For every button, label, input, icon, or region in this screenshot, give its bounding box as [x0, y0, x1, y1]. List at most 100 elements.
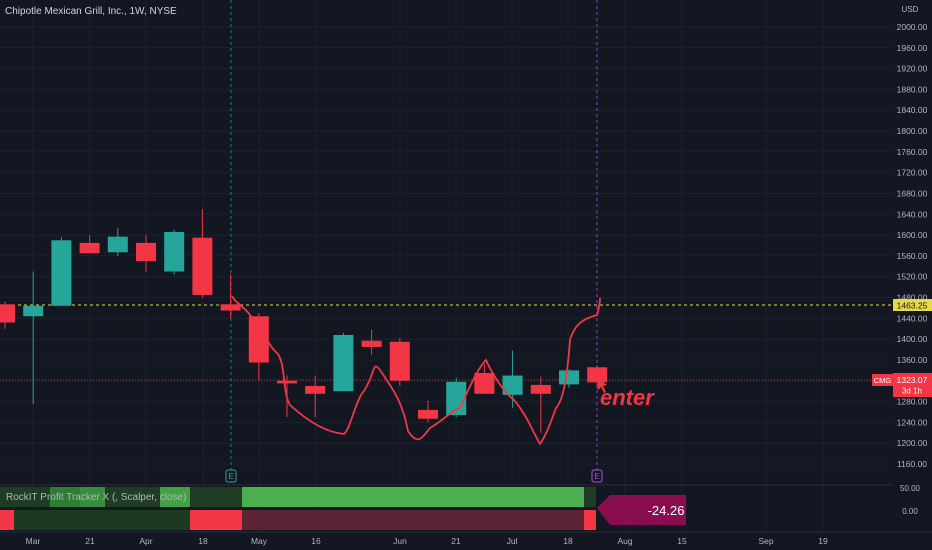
price-tick-label: 1920.00	[897, 64, 928, 74]
price-tick-label: 1560.00	[897, 251, 928, 261]
time-tick-label: Mar	[26, 536, 41, 546]
ticker-badge-label: CMG	[874, 376, 892, 385]
candle	[530, 376, 551, 433]
candle-body	[220, 304, 241, 311]
price-tick-label: 1840.00	[897, 105, 928, 115]
candle-body	[0, 304, 15, 323]
price-tick-label: 1160.00	[897, 459, 927, 469]
candle-body	[79, 242, 100, 254]
indicator-value-badge	[597, 495, 686, 525]
time-tick-label: 21	[85, 536, 95, 546]
candle	[418, 400, 438, 423]
candle-body	[277, 380, 297, 384]
indicator-title[interactable]: RockIT Profit Tracker X (, Scalper, clos…	[6, 492, 186, 503]
price-tick-label: 1240.00	[897, 417, 928, 427]
event-marker-2[interactable]	[591, 469, 603, 483]
time-tick-label: Sep	[758, 536, 773, 546]
time-tick-label: Aug	[617, 536, 632, 546]
candle	[559, 369, 579, 388]
candle-body	[418, 409, 438, 419]
candle	[220, 274, 241, 319]
candle	[248, 313, 269, 381]
candle-body	[136, 242, 156, 262]
indicator-tick-0: 0.00	[902, 507, 918, 516]
price-tick-label: 1200.00	[897, 438, 928, 448]
candle	[79, 235, 100, 254]
candle-body	[305, 385, 326, 394]
time-tick-label: 21	[451, 536, 461, 546]
candle	[107, 227, 128, 256]
candle-body	[107, 236, 128, 253]
price-tick-label: 1960.00	[897, 43, 928, 53]
price-tick-label: 2000.00	[897, 22, 928, 32]
time-tick-label: 19	[818, 536, 828, 546]
candle	[0, 301, 15, 329]
time-tick-label: 15	[677, 536, 687, 546]
candle	[136, 235, 156, 272]
candle-body	[361, 340, 382, 347]
candles	[0, 209, 608, 433]
candle-body	[192, 237, 213, 295]
price-tick-label: 1880.00	[897, 84, 928, 94]
candle-body	[474, 372, 495, 394]
price-tick-label: 1720.00	[897, 168, 928, 178]
last-price-badge	[893, 373, 932, 397]
candle	[51, 237, 72, 306]
price-tick-label: 1600.00	[897, 230, 928, 240]
candle-body	[587, 367, 608, 383]
candle	[23, 271, 44, 405]
event-marker-2-label: E	[594, 472, 599, 481]
countdown-label: 3d 1h	[902, 387, 922, 396]
time-tick-label: Jun	[393, 536, 407, 546]
symbol-title[interactable]: Chipotle Mexican Grill, Inc., 1W, NYSE	[5, 6, 177, 17]
price-axis[interactable]	[893, 0, 932, 550]
indicator-histogram	[0, 487, 596, 530]
price-axis-ticks: 2000.00 1960.00 1920.00 1880.00 1840.00 1800.…	[897, 22, 928, 469]
price-tick-label: 1680.00	[897, 188, 928, 198]
candle-body	[51, 240, 72, 306]
candle	[446, 377, 467, 418]
time-tick-label: Apr	[139, 536, 152, 546]
candle-body	[530, 384, 551, 394]
candle	[474, 364, 495, 394]
candle	[333, 332, 354, 392]
candle-body	[559, 370, 579, 385]
time-tick-label: May	[251, 536, 268, 546]
price-tick-label: 1440.00	[897, 313, 928, 323]
candle	[361, 329, 382, 355]
candle-body	[248, 316, 269, 363]
time-axis-ticks: Mar 21 Apr 18 May 16 Jun 21 Jul 18 Aug 15 Sep 19	[26, 536, 828, 546]
candle	[164, 229, 185, 275]
price-tick-label: 1400.00	[897, 334, 928, 344]
price-tick-label: 1280.00	[897, 397, 928, 407]
candle-body	[502, 375, 523, 395]
event-marker-1[interactable]	[225, 469, 237, 483]
last-price-value: 1323.07	[897, 375, 928, 385]
price-tick-label: 1640.00	[897, 209, 928, 219]
candle-body	[333, 334, 354, 392]
enter-annotation: enter	[600, 385, 655, 410]
price-tick-label: 1520.00	[897, 272, 928, 282]
candle	[587, 365, 608, 389]
candle	[192, 209, 213, 298]
time-tick-label: 18	[198, 536, 208, 546]
price-tick-label: 1760.00	[897, 147, 928, 157]
event-lines	[230, 0, 598, 470]
cursor-icon	[598, 378, 607, 393]
candle	[389, 338, 410, 386]
dashed-level-value: 1463.25	[897, 301, 928, 311]
price-tick-label: 1800.00	[897, 126, 928, 136]
candle	[305, 375, 326, 418]
signal-curve	[231, 295, 601, 446]
ticker-badge	[872, 374, 893, 386]
indicator-value: -24.26	[648, 503, 685, 518]
price-tick-label: 1480.00	[897, 293, 928, 303]
event-marker-1-label: E	[228, 472, 233, 481]
time-tick-label: 18	[563, 536, 573, 546]
time-tick-label: 16	[311, 536, 321, 546]
candle-body	[164, 231, 185, 272]
currency-label: USD	[902, 5, 919, 14]
price-tick-label: 1360.00	[897, 355, 928, 365]
